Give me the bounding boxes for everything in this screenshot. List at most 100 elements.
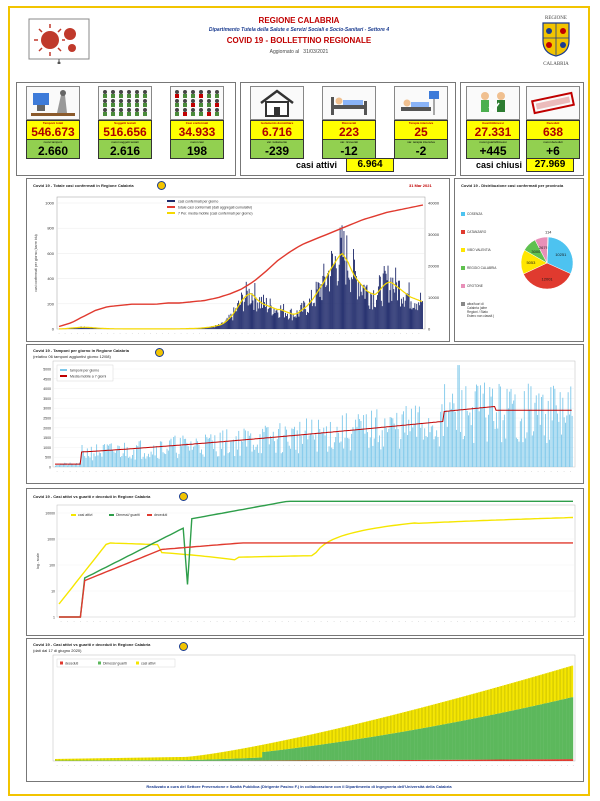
recovered-area (481, 716, 484, 760)
x-tick-label: · (470, 619, 471, 624)
daily-tests-bar (529, 409, 531, 467)
daily-tests-bar (418, 406, 420, 467)
daily-tests-bar (302, 443, 303, 467)
person-body (215, 112, 219, 116)
active-area (346, 726, 349, 741)
daily-cases-bar (324, 276, 326, 329)
recovered-area (127, 760, 130, 761)
deceased-area (571, 759, 574, 761)
daily-cases-bar (353, 249, 354, 329)
daily-tests-bar (218, 456, 220, 467)
active-area (284, 740, 287, 750)
recovered-area (301, 747, 304, 761)
daily-tests-bar (151, 454, 153, 467)
daily-cases-bar (288, 318, 290, 329)
active-area (162, 757, 164, 761)
person-head (135, 108, 139, 112)
active-area (65, 758, 68, 761)
x-tick-label: · (155, 763, 156, 768)
daily-tests-bar (409, 431, 411, 467)
recovered-area (571, 697, 574, 760)
daily-tests-bar (321, 432, 323, 467)
daily-tests-bar (361, 428, 363, 467)
daily-tests-bar (549, 439, 550, 467)
x-tick-label: · (302, 331, 303, 336)
active-area (465, 695, 468, 720)
x-tick-label: · (339, 331, 340, 336)
recovered-area (507, 711, 510, 760)
daily-cases-bar (413, 307, 415, 329)
active-area (462, 696, 465, 721)
active-area (295, 737, 297, 748)
recovered-area (393, 733, 396, 761)
daily-cases-bar (377, 295, 378, 329)
active-area (441, 702, 444, 725)
deceased-area (484, 759, 487, 761)
daily-cases-bar (352, 279, 354, 329)
daily-tests-bar (162, 452, 164, 467)
deceased-area (431, 759, 434, 761)
x-tick-label: · (112, 619, 113, 624)
daily-cases-bar (361, 295, 363, 329)
recovered-area (331, 742, 334, 761)
daily-tests-bar (155, 446, 157, 467)
active-area (312, 734, 315, 746)
new-recovered-value: +445 (466, 145, 520, 159)
active-area (219, 752, 221, 760)
recovered-area (146, 760, 149, 761)
x-tick-label: · (483, 619, 484, 624)
deceased-area (336, 760, 339, 761)
deceased-area (469, 759, 472, 761)
recovered-area (391, 733, 394, 761)
active-area (191, 756, 194, 760)
x-tick-label: · (317, 763, 318, 768)
recovered-area (124, 760, 126, 761)
x-tick-label: · (314, 619, 315, 624)
x-tick-label: · (168, 331, 169, 336)
daily-cases-bar (302, 311, 304, 329)
deceased-area (478, 759, 480, 761)
recovered-area (184, 760, 187, 761)
daily-tests-bar (266, 427, 268, 467)
daily-tests-bar (126, 447, 128, 467)
active-area (279, 741, 282, 750)
recovered-area (148, 760, 151, 761)
daily-tests-bar (442, 435, 444, 467)
active-area (225, 751, 228, 759)
legend-entry: Dimessi/ guariti (116, 513, 140, 517)
daily-cases-bar (354, 259, 355, 329)
daily-tests-bar (499, 386, 501, 467)
active-area (421, 707, 423, 729)
recovered-area (339, 741, 342, 761)
deceased-area (424, 759, 427, 761)
active-area (232, 750, 235, 759)
deceased-area (379, 760, 382, 761)
daily-tests-bar (158, 458, 160, 467)
deceased-area (462, 759, 465, 761)
recovered-area (491, 714, 494, 760)
x-tick-label: · (468, 763, 469, 768)
daily-tests-bar (331, 447, 333, 467)
daily-tests-bar (98, 452, 100, 467)
x-tick-label: · (557, 469, 558, 474)
daily-tests-bar (567, 392, 569, 467)
chart3-plot: 0500100015002000250030003500400045005000… (43, 360, 576, 474)
recovered-area (291, 748, 294, 761)
legend-swatch (167, 206, 175, 208)
x-tick-label: · (225, 469, 226, 474)
daily-cases-bar (269, 298, 271, 329)
daily-tests-bar (404, 432, 406, 467)
recovered-area (87, 760, 90, 761)
deceased-area (355, 760, 358, 761)
daily-cases-bar (379, 276, 381, 329)
active-area (474, 693, 477, 719)
daily-tests-bar (493, 421, 495, 467)
deceased-area (505, 759, 508, 761)
active-area (357, 723, 360, 740)
x-tick-label: · (459, 469, 460, 474)
daily-tests-bar (254, 449, 256, 467)
recovered-area (282, 749, 285, 761)
active-area (87, 758, 90, 761)
active-area (132, 757, 135, 761)
active-area (374, 719, 377, 737)
